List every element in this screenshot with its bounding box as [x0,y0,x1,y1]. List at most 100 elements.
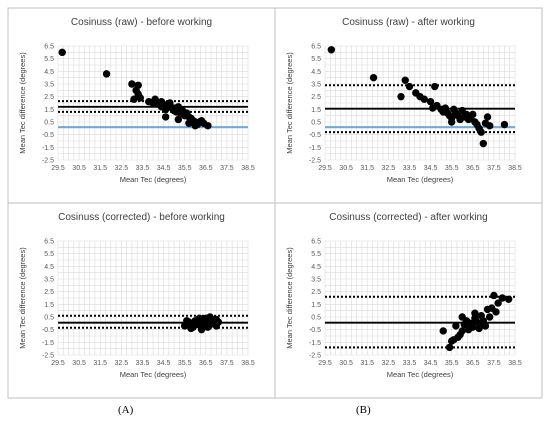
chart-4-ytick-label: 4.5 [311,264,321,271]
chart-4-point [471,309,479,317]
chart-2-point [327,46,336,54]
chart-4-point [458,313,466,321]
chart-1-xtick-label: 29.5 [51,165,65,172]
chart-1-ylabel: Mean Tec difference (degrees) [18,52,27,154]
column-label-a: (A) [118,404,134,416]
chart-4-xtick-label: 38.5 [508,360,522,367]
chart-2-ytick-label: 4.5 [311,69,321,76]
chart-4-ytick-label: 5.5 [311,251,321,258]
chart-1-ytick-label: -2.5 [42,158,54,165]
chart-3-xtick-label: 32.5 [115,360,129,367]
chart-2-ytick-label: -0.5 [309,132,321,139]
chart-4-ytick-label: 0.5 [311,315,321,322]
chart-1-ytick-label: 4.5 [44,69,54,76]
chart-3-ytick-label: -1.5 [42,340,54,347]
chart-3-xtick-label: 33.5 [136,360,150,367]
chart-3-xtick-label: 35.5 [178,360,192,367]
chart-2-xtick-label: 33.5 [403,165,417,172]
chart-2-xtick-label: 34.5 [424,165,438,172]
chart-4-ytick-label: 6.5 [311,239,321,246]
chart-2-ytick-label: 2.5 [311,94,321,101]
chart-2-ytick-label: 0.5 [311,120,321,127]
chart-2-point [479,139,488,148]
chart-3-xtick-label: 37.5 [220,360,234,367]
chart-1-point [130,95,138,103]
chart-3-point [212,322,221,330]
chart-1-point [128,80,136,88]
chart-4-point [473,318,481,326]
chart-3-xtick-label: 38.5 [241,360,255,367]
chart-2-ytick-label: 5.5 [311,56,321,63]
chart-4-frame [274,202,543,399]
chart-2-ytick-label: -1.5 [309,145,321,152]
chart-1-ytick-label: -1.5 [42,145,54,152]
chart-4-xtick-label: 33.5 [403,360,417,367]
chart-1-xtick-label: 35.5 [178,165,192,172]
chart-4-xtick-label: 30.5 [339,360,353,367]
chart-1-point [191,122,199,130]
chart-1-title: Cosinuss (raw) - before working [71,17,212,28]
chart-4-xtick-label: 29.5 [318,360,332,367]
chart-3-point [191,320,199,329]
chart-4-point [485,313,494,321]
chart-1-point [136,94,145,102]
chart-4-point [447,337,456,345]
column-label-b: (B) [356,404,371,416]
chart-2-title: Cosinuss (raw) - after working [342,17,475,28]
chart-2-xtick-label: 36.5 [466,165,480,172]
chart-4-point [490,291,498,300]
chart-2-point [477,128,485,136]
chart-3-ytick-label: 0.5 [44,315,54,322]
chart-2-ytick-label: 1.5 [311,107,321,114]
chart-4-ylabel: Mean Tec difference (degrees) [285,247,294,349]
chart-3-frame [7,202,276,399]
chart-1-xtick-label: 31.5 [93,165,107,172]
chart-4-xlabel: Mean Tec (degrees) [387,370,454,379]
chart-2-point [397,92,405,101]
chart-3-ytick-label: -0.5 [42,327,54,334]
chart-1-point [161,113,170,121]
chart-4-xtick-label: 34.5 [424,360,438,367]
chart-4-point [494,299,502,307]
chart-4-xtick-label: 36.5 [466,360,480,367]
chart-1-ytick-label: 6.5 [44,44,54,51]
chart-1-point [58,48,66,57]
chart-4-xtick-label: 37.5 [487,360,501,367]
chart-3-ytick-label: 5.5 [44,251,54,258]
chart-4-xtick-label: 35.5 [445,360,459,367]
chart-1-point [102,70,111,78]
chart-2-xtick-label: 29.5 [318,165,332,172]
chart-1-xtick-label: 38.5 [241,165,255,172]
chart-2-xlabel: Mean Tec (degrees) [387,175,454,184]
chart-4-point [452,322,460,330]
chart-3-point [197,325,206,334]
chart-2-frame [274,7,543,204]
chart-1-point [204,122,212,130]
chart-2-ytick-label: -2.5 [309,158,321,165]
chart-2-point [466,114,475,122]
chart-4-point [492,308,500,316]
chart-4-point [458,327,466,335]
chart-2-xtick-label: 38.5 [508,165,522,172]
chart-4-point [498,294,507,302]
chart-3-xtick-label: 31.5 [93,360,107,367]
chart-2-point [431,82,439,91]
chart-1-xtick-label: 36.5 [199,165,213,172]
chart-3-point [206,313,214,321]
chart-3-title: Cosinuss (corrected) - before working [58,212,225,223]
chart-2-point [426,98,435,106]
chart-2-xtick-label: 31.5 [360,165,374,172]
chart-2-point [433,101,441,110]
chart-1-ytick-label: -0.5 [42,132,54,139]
chart-2-xtick-label: 35.5 [445,165,459,172]
chart-4-ytick-label: -0.5 [309,327,321,334]
chart-4-title: Cosinuss (corrected) - after working [329,212,487,223]
chart-3-point [199,318,208,326]
chart-4-ytick-label: -2.5 [309,353,321,360]
chart-3-ytick-label: 3.5 [44,277,54,284]
chart-2-ytick-label: 6.5 [311,44,321,51]
chart-2-point [420,95,428,103]
chart-3-ytick-label: 6.5 [44,239,54,246]
chart-1-point [174,115,183,124]
